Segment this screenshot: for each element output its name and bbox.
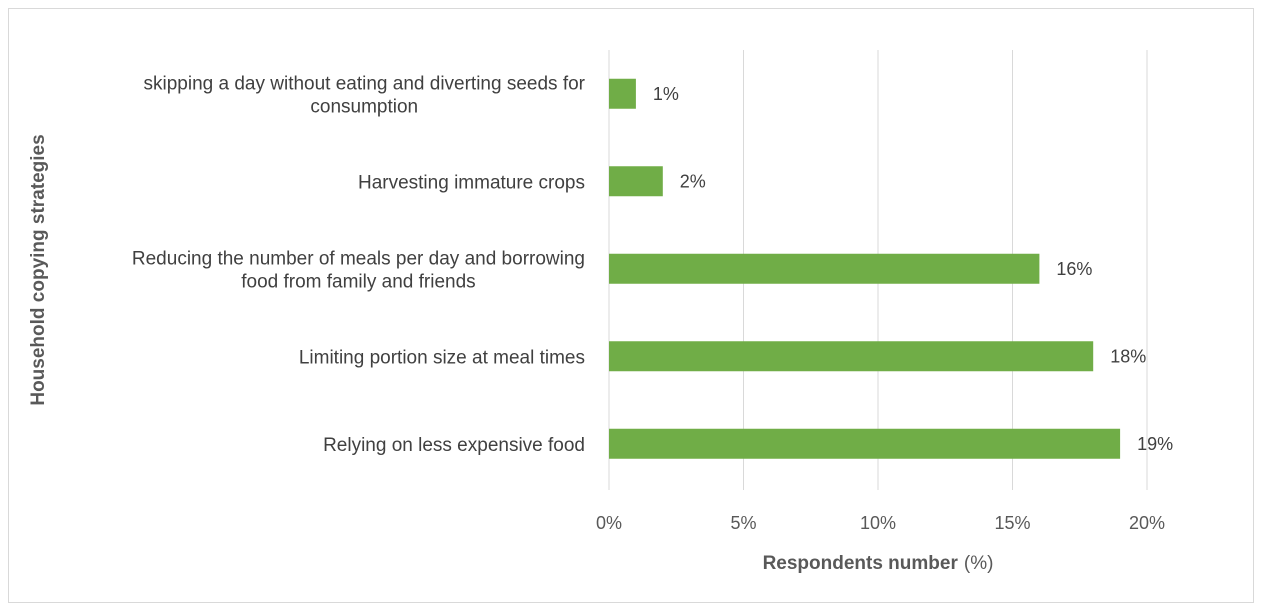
data-label: 19% — [1137, 434, 1173, 454]
bar — [609, 428, 1121, 459]
x-axis-title: Respondents number (%) — [763, 553, 994, 574]
category-label: Limiting portion size at meal times — [299, 347, 585, 368]
x-tick-label: 20% — [1129, 513, 1165, 533]
x-tick-label: 15% — [994, 513, 1030, 533]
x-tick-label: 10% — [860, 513, 896, 533]
bars — [609, 78, 1121, 459]
x-tick-labels: 0% 5% 10% 15% 20% — [596, 513, 1165, 533]
bar — [609, 341, 1094, 372]
category-label: Reducing the number of meals per day and… — [132, 248, 585, 292]
category-label: skipping a day without eating and divert… — [144, 73, 586, 117]
bar — [609, 253, 1040, 284]
data-label: 1% — [653, 84, 679, 104]
data-label: 16% — [1056, 259, 1092, 279]
data-label: 18% — [1110, 346, 1146, 366]
data-label: 2% — [680, 171, 706, 191]
category-label: Relying on less expensive food — [323, 435, 585, 456]
bar — [609, 78, 636, 109]
category-label: Harvesting immature crops — [358, 172, 585, 193]
category-labels: skipping a day without eating and divert… — [132, 73, 586, 456]
bar — [609, 166, 663, 197]
x-tick-label: 0% — [596, 513, 622, 533]
y-axis-title: Household copying strategies — [28, 134, 49, 405]
x-tick-label: 5% — [730, 513, 756, 533]
data-labels: 1% 2% 16% 18% 19% — [653, 84, 1173, 454]
